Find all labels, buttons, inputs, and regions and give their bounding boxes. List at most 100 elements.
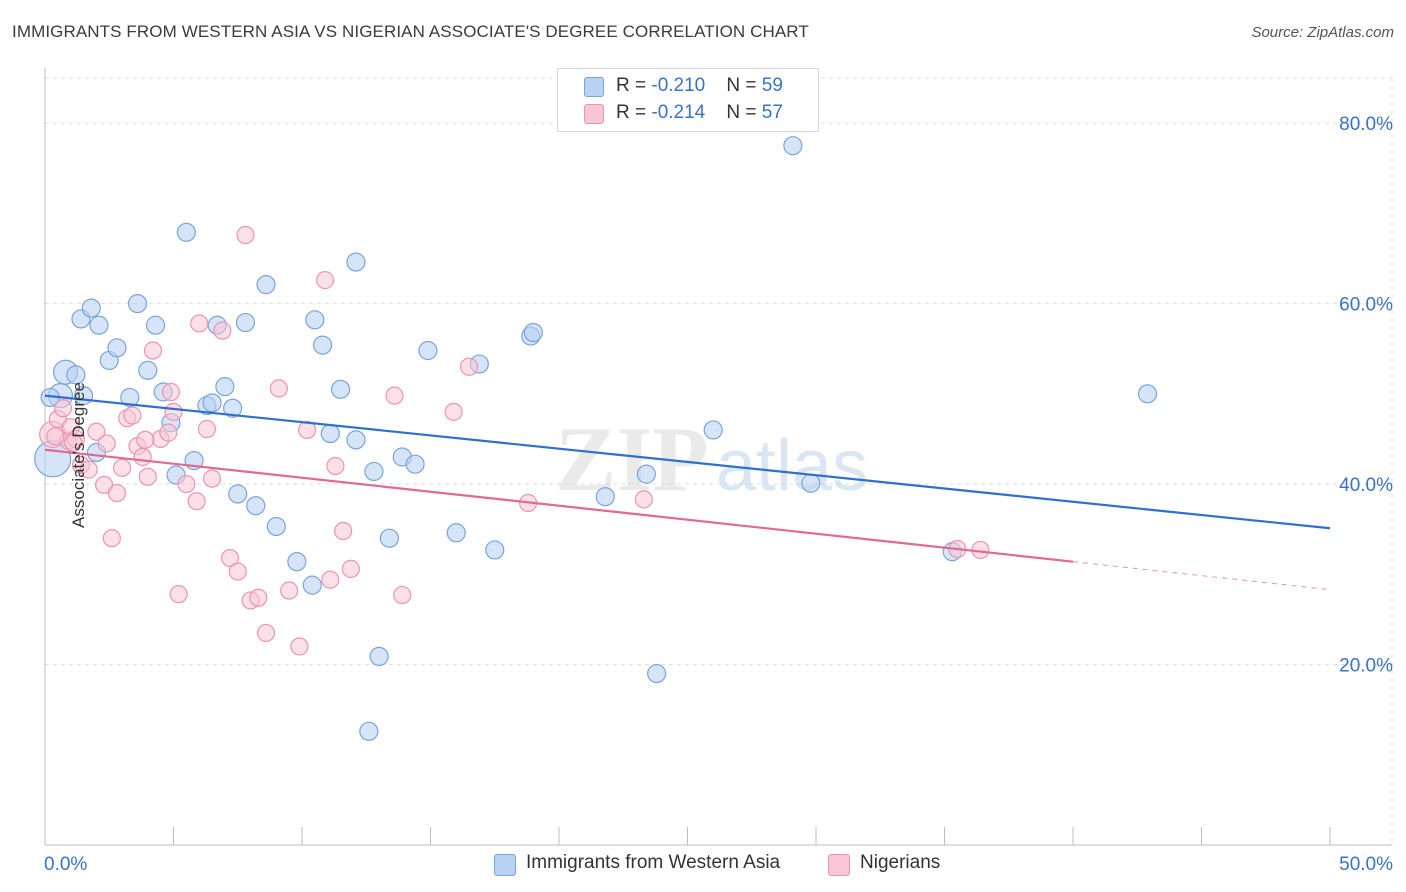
series-western-asia-points [34, 136, 1158, 741]
data-point-western-asia [418, 340, 438, 361]
legend-swatch-pink [828, 854, 850, 876]
data-point-nigerians [53, 399, 73, 418]
data-point-western-asia [66, 365, 86, 385]
data-point-western-asia [127, 293, 148, 314]
data-point-nigerians [159, 423, 178, 442]
data-point-western-asia [202, 393, 222, 413]
data-point-nigerians [334, 521, 353, 541]
data-point-western-asia [305, 310, 325, 330]
trend-lines [44, 394, 1331, 591]
data-point-nigerians [177, 474, 196, 494]
data-point-nigerians [164, 402, 183, 421]
data-point-nigerians [133, 447, 152, 467]
data-point-nigerians [138, 467, 157, 486]
data-point-western-asia [364, 461, 384, 482]
data-point-western-asia [330, 379, 351, 399]
y-tick-label: 60.0% [1339, 295, 1393, 316]
data-point-nigerians [634, 490, 653, 509]
series-legend: Immigrants from Western Asia Nigerians [0, 852, 1406, 880]
data-point-western-asia [107, 338, 127, 358]
data-point-nigerians [326, 456, 345, 476]
y-tick-label: 20.0% [1339, 656, 1393, 677]
data-point-western-asia [379, 528, 399, 548]
source-label: Source: ZipAtlas.com [1251, 24, 1394, 41]
data-point-western-asia [138, 360, 158, 380]
data-point-nigerians [236, 225, 255, 245]
data-point-western-asia [287, 552, 307, 572]
data-point-western-asia [523, 322, 543, 343]
data-point-western-asia [1137, 384, 1158, 404]
data-point-nigerians [280, 581, 299, 600]
y-tick-label: 80.0% [1339, 114, 1393, 135]
data-point-western-asia [176, 222, 196, 242]
data-point-nigerians [213, 321, 232, 340]
data-point-nigerians [102, 529, 121, 548]
data-point-western-asia [120, 387, 140, 408]
data-point-nigerians [228, 562, 247, 581]
trend-line-western-asia [44, 394, 1331, 530]
data-point-western-asia [81, 298, 101, 318]
data-point-western-asia [783, 136, 803, 156]
data-point-western-asia [359, 721, 379, 741]
legend-r-label: R = [616, 102, 652, 123]
data-point-western-asia [446, 523, 466, 543]
legend-n-value: 59 [761, 75, 783, 96]
legend-label: Nigerians [860, 852, 941, 873]
data-point-nigerians [249, 588, 268, 607]
data-point-nigerians [341, 559, 360, 578]
data-point-western-asia [215, 377, 235, 397]
data-point-western-asia [369, 646, 389, 667]
data-point-western-asia [228, 484, 248, 504]
data-point-western-asia [145, 315, 166, 335]
data-point-western-asia [636, 464, 656, 484]
legend-r-label: R = [616, 75, 652, 96]
data-point-western-asia [346, 252, 366, 272]
data-point-nigerians [46, 427, 65, 446]
legend-r-value: -0.214 [651, 102, 706, 123]
data-point-western-asia [89, 315, 109, 335]
data-point-nigerians [290, 637, 309, 656]
data-point-western-asia [405, 454, 425, 474]
data-point-western-asia [320, 423, 340, 444]
data-point-nigerians [220, 548, 240, 568]
data-point-nigerians [169, 585, 188, 604]
data-point-nigerians [107, 483, 127, 503]
data-point-nigerians [197, 419, 217, 439]
data-point-nigerians [316, 271, 335, 290]
data-point-western-asia [223, 398, 243, 418]
legend-swatch-blue [494, 854, 516, 876]
legend-label: Immigrants from Western Asia [526, 852, 781, 873]
x-tick-label: 50.0% [1339, 854, 1393, 875]
data-point-nigerians [187, 492, 206, 511]
data-point-nigerians [136, 430, 155, 449]
data-point-nigerians [298, 420, 317, 440]
tick-labels: 20.0% 40.0% 60.0% 80.0% 0.0% 50.0% [44, 114, 1393, 875]
data-point-western-asia [246, 496, 266, 516]
data-point-western-asia [266, 516, 286, 537]
trend-line-nigerians-extension [1072, 561, 1331, 591]
data-point-nigerians [321, 570, 340, 589]
data-point-nigerians [202, 469, 222, 488]
data-point-western-asia [703, 420, 723, 440]
legend-n-label: N = [726, 102, 762, 123]
data-point-nigerians [256, 623, 276, 643]
data-point-western-asia [235, 312, 256, 333]
watermark: ZIP atlas [555, 408, 868, 510]
correlation-legend: R = -0.210 N = 59 R = -0.214 N = 57 [557, 68, 819, 132]
data-point-nigerians [459, 357, 479, 376]
data-point-nigerians [95, 475, 114, 495]
data-point-nigerians [385, 386, 404, 405]
data-point-nigerians [269, 379, 288, 398]
data-point-nigerians [64, 433, 83, 452]
legend-n-label: N = [726, 75, 762, 96]
data-point-nigerians [161, 382, 181, 402]
series-nigerians-points [39, 225, 990, 656]
data-point-western-asia [302, 575, 322, 595]
watermark-atlas: atlas [716, 426, 868, 506]
data-point-nigerians [143, 341, 163, 360]
data-point-western-asia [647, 663, 667, 684]
legend-swatch-pink [584, 104, 604, 124]
legend-r-value: -0.210 [651, 75, 706, 96]
y-axis-label: Associate's Degree [68, 382, 88, 528]
